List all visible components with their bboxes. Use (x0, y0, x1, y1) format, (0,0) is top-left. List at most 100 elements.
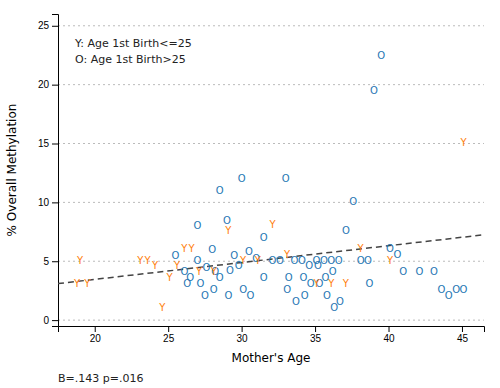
point: O (323, 290, 331, 301)
point: Y (357, 243, 365, 254)
point: O (336, 296, 344, 307)
point: Y (158, 302, 166, 313)
point: O (377, 50, 385, 61)
y-tick-label: 0 (43, 315, 49, 326)
point: O (172, 250, 180, 261)
point: O (246, 290, 254, 301)
x-tick: 30 (237, 326, 249, 344)
point: O (260, 232, 268, 243)
x-tick-label: 20 (90, 333, 102, 344)
y-tick-mark (52, 202, 58, 203)
grid-line (58, 84, 484, 85)
marks: OOOOOOOOOOOOOOOOOOOOOOOOOOOOOOOOOOOOOOOO… (58, 50, 484, 313)
y-tick-mark (52, 261, 58, 262)
point: O (459, 284, 467, 295)
point: O (365, 278, 373, 289)
point: Y (173, 260, 181, 271)
y-tick-mark (52, 320, 58, 321)
x-tick-mark (389, 326, 390, 332)
x-tick-label: 35 (310, 333, 322, 344)
x-tick: 45 (457, 326, 469, 344)
y-tick-label: 20 (38, 79, 50, 90)
point: Y (166, 272, 174, 283)
y-tick: 10 (38, 197, 58, 208)
x-tick-mark (462, 326, 463, 332)
grid-line (58, 143, 484, 144)
point: Y (73, 278, 81, 289)
series: OOOOOOOOOOOOOOOOOOOOOOOOOOOOOOOOOOOOOOOO… (172, 50, 468, 313)
x-tick-label: 30 (237, 333, 249, 344)
point: O (276, 255, 284, 266)
point: O (430, 266, 438, 277)
y-tick-mark (52, 144, 58, 145)
point: O (260, 272, 268, 283)
point: Y (195, 266, 203, 277)
point: O (194, 255, 202, 266)
point: Y (312, 278, 320, 289)
y-tick-label: 5 (43, 256, 49, 267)
point: Y (76, 255, 84, 266)
point: O (364, 255, 372, 266)
point: O (245, 246, 253, 257)
point: O (224, 290, 232, 301)
y-tick: 15 (38, 138, 58, 149)
x-tick-mark (242, 326, 243, 332)
y-tick: 5 (43, 256, 58, 267)
point: O (226, 265, 234, 276)
y-tick-label: 10 (38, 197, 50, 208)
y-axis-title: % Overall Methylation (5, 104, 19, 237)
point: O (283, 284, 291, 295)
point: Y (386, 255, 394, 266)
y-tick-mark (52, 26, 58, 27)
point: O (335, 255, 343, 266)
y-axis: 0 5 10 15 20 25 (38, 15, 59, 327)
x-tick: 40 (383, 326, 395, 344)
x-axis: 20 25 30 35 40 45 (59, 326, 485, 344)
y-tick: 0 (43, 315, 58, 326)
x-tick-label: 25 (163, 333, 175, 344)
point: O (194, 220, 202, 231)
point: Y (268, 219, 276, 230)
point: Y (188, 243, 196, 254)
point: O (180, 266, 188, 277)
point: O (202, 262, 210, 273)
point: O (238, 173, 246, 184)
grid-line (58, 202, 484, 203)
point: O (216, 185, 224, 196)
point: Y (254, 255, 262, 266)
y-tick-label: 25 (38, 20, 50, 31)
x-tick-mark (315, 326, 316, 332)
point: O (201, 290, 209, 301)
point: O (393, 249, 401, 260)
regression-line (58, 235, 484, 284)
point: Y (327, 278, 335, 289)
x-axis-line (59, 327, 485, 333)
y-tick: 25 (38, 20, 58, 31)
point: Y (144, 255, 152, 266)
point: O (210, 284, 218, 295)
point: Y (136, 255, 144, 266)
plot-area: 2025303540450510152025OOOOOOOOOOOOOOOOOO… (38, 15, 485, 345)
point: O (208, 244, 216, 255)
point: O (301, 290, 309, 301)
point: O (415, 266, 423, 277)
point: Y (459, 137, 467, 148)
point: Y (210, 266, 218, 277)
chart: 2025303540450510152025OOOOOOOOOOOOOOOOOO… (0, 0, 500, 388)
y-axis-line (52, 15, 59, 327)
point: O (370, 85, 378, 96)
point: O (282, 173, 290, 184)
point: O (183, 278, 191, 289)
point: Y (180, 243, 188, 254)
annotation: O: Age 1st Birth>25 (75, 53, 186, 66)
point: Y (239, 255, 247, 266)
point: Y (151, 260, 159, 271)
x-tick-mark (95, 326, 96, 332)
y-tick-mark (52, 85, 58, 86)
point: Y (224, 225, 232, 236)
x-tick: 25 (163, 326, 175, 344)
series: YYYYYYYYYYYYYYYYYYYYYYYY (73, 137, 467, 313)
y-tick: 20 (38, 79, 58, 90)
point: Y (83, 278, 91, 289)
point: O (349, 196, 357, 207)
